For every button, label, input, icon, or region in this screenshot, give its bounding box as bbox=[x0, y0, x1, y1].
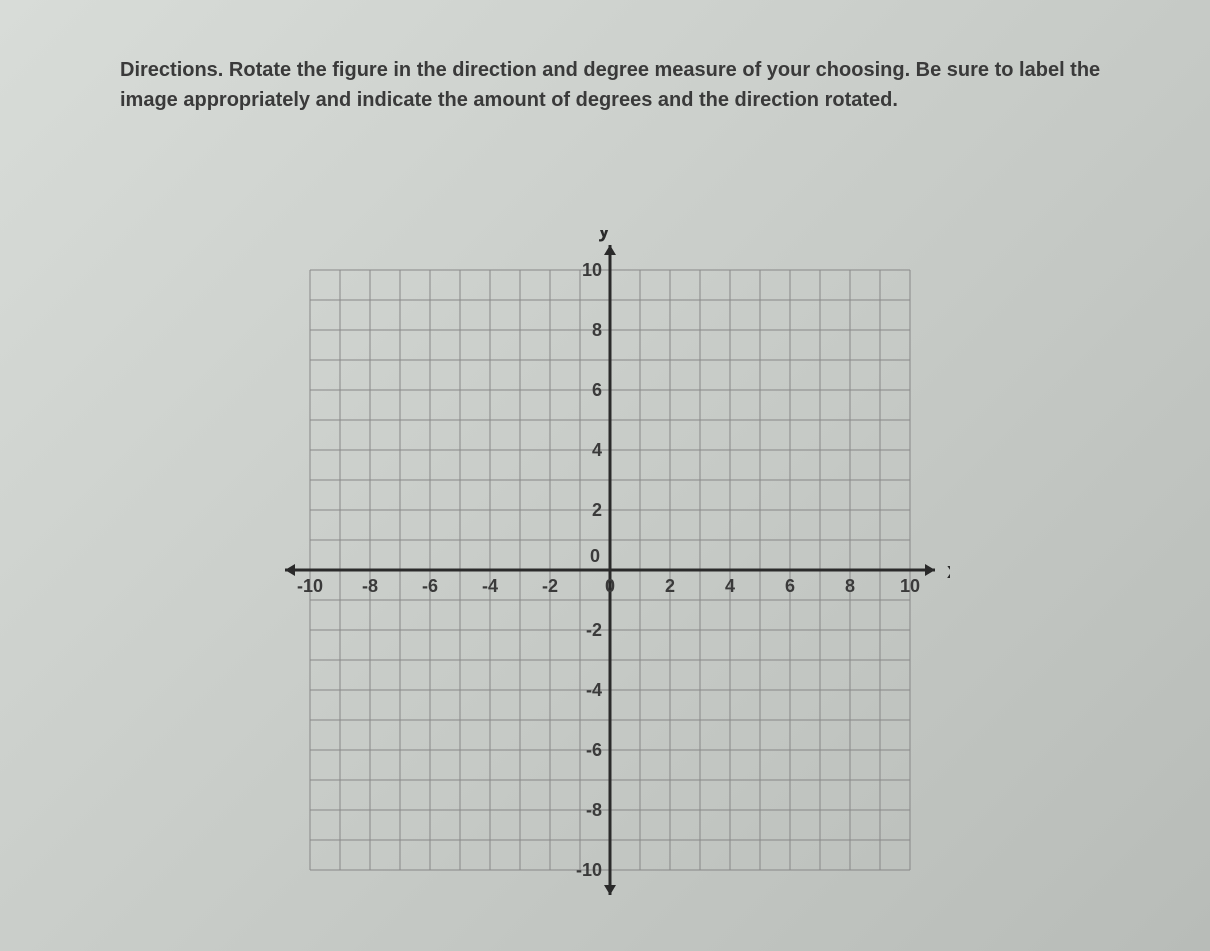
y-tick-label: 2 bbox=[592, 500, 602, 520]
y-tick-label: -10 bbox=[576, 860, 602, 880]
axis-arrow-up bbox=[604, 245, 616, 255]
directions-text: Directions. Rotate the figure in the dir… bbox=[120, 55, 1110, 115]
y-tick-label: 4 bbox=[592, 440, 602, 460]
y-tick-label: -4 bbox=[586, 680, 602, 700]
x-axis-label: x bbox=[947, 558, 950, 583]
y-axis-label: y bbox=[598, 230, 611, 242]
axis-arrow-left bbox=[285, 564, 295, 576]
x-tick-label: -2 bbox=[542, 576, 558, 596]
y-tick-label: 10 bbox=[582, 260, 602, 280]
y-tick-label: -8 bbox=[586, 800, 602, 820]
axis-arrow-down bbox=[604, 885, 616, 895]
origin-label: 0 bbox=[590, 546, 600, 566]
x-tick-label: 2 bbox=[665, 576, 675, 596]
x-tick-label: -6 bbox=[422, 576, 438, 596]
y-tick-label: 8 bbox=[592, 320, 602, 340]
coordinate-graph: x y -10 -8 -6 -4 -2 0 2 4 6 8 10 -10 -8 -6 -4 -2 0 2 4 6 8 10 bbox=[270, 230, 950, 910]
x-tick-label: 4 bbox=[725, 576, 735, 596]
y-tick-label: 6 bbox=[592, 380, 602, 400]
x-tick-label: 10 bbox=[900, 576, 920, 596]
x-tick-label: 6 bbox=[785, 576, 795, 596]
x-tick-label: 0 bbox=[605, 576, 615, 596]
x-tick-label: -8 bbox=[362, 576, 378, 596]
x-tick-label: -4 bbox=[482, 576, 498, 596]
x-tick-label: 8 bbox=[845, 576, 855, 596]
x-tick-label: -10 bbox=[297, 576, 323, 596]
axis-arrow-right bbox=[925, 564, 935, 576]
graph-svg: x y -10 -8 -6 -4 -2 0 2 4 6 8 10 -10 -8 -6 -4 -2 0 2 4 6 8 10 bbox=[270, 230, 950, 910]
y-tick-label: -6 bbox=[586, 740, 602, 760]
y-tick-label: -2 bbox=[586, 620, 602, 640]
